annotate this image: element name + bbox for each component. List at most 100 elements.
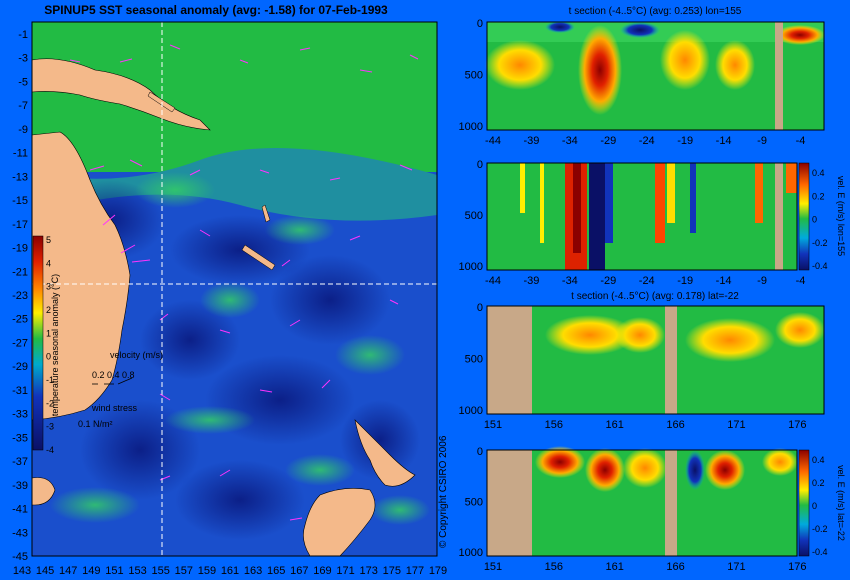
tasmania-land (32, 477, 56, 506)
panel-x-tick: 166 (666, 561, 684, 573)
panel-y-tick: 0 (477, 18, 483, 30)
vanuatu-land (261, 204, 271, 223)
map-colorbar-ticks: 5 4 3 2 1 0 -1 -2 -3 -4 (46, 235, 54, 455)
panel2-y-ticks: 0 500 1000 (459, 159, 483, 273)
panel-x-tick: -34 (562, 275, 578, 287)
panel-x-tick: 151 (484, 419, 502, 431)
lat-tick-label: -15 (12, 195, 28, 207)
map-colorbar-tick: 1 (46, 328, 51, 338)
lon-tick-label: 161 (221, 565, 239, 577)
lat-tick-label: -29 (12, 361, 28, 373)
lat-tick-label: -23 (12, 290, 28, 302)
panel3-x-ticks: 151 156 161 166 171 176 (484, 419, 807, 431)
panel4-colorbar-label: vel. E (m/s) lat=-22 (836, 465, 846, 541)
lat-tick-label: -7 (18, 100, 28, 112)
panel4-land-mid (665, 450, 677, 556)
panel-colorbar-tick: 0.2 (812, 191, 825, 201)
panel4-land-west (487, 450, 532, 556)
lat-tick-label: -33 (12, 409, 28, 421)
panel-x-tick: 176 (788, 419, 806, 431)
panel4-plot (486, 446, 810, 557)
lon-tick-label: 159 (198, 565, 216, 577)
panel-x-tick: -4 (796, 275, 806, 287)
section-panels: t section (-4..5°C) (avg: 0.253) lon=155… (459, 6, 846, 573)
panel-x-tick: -34 (562, 135, 578, 147)
panel-x-tick: -39 (523, 275, 539, 287)
lon-tick-label: 151 (105, 565, 123, 577)
panel-x-tick: -39 (523, 135, 539, 147)
panel-colorbar-tick: 0.4 (812, 168, 825, 178)
lat-tick-label: -1 (18, 29, 28, 41)
panel-x-tick: 171 (727, 561, 745, 573)
panel3-title: t section (-4..5°C) (avg: 0.178) lat=-22 (571, 291, 739, 302)
panel-x-tick: 156 (545, 561, 563, 573)
panel-x-tick: -4 (796, 135, 806, 147)
panel4-x-ticks: 151 156 161 166 171 176 (484, 561, 807, 573)
panel-y-tick: 1000 (459, 547, 483, 559)
map-colorbar-tick: 3 (46, 282, 51, 292)
panel2-colorbar-label: vel. E (m/s) lon=155 (836, 176, 846, 256)
panel-colorbar-tick: 0.2 (812, 478, 825, 488)
map-colorbar-tick: -2 (46, 398, 54, 408)
new-zealand-north-land (354, 419, 416, 487)
lon-tick-label: 179 (429, 565, 447, 577)
panel-x-tick: -29 (600, 135, 616, 147)
panel-x-tick: -24 (639, 275, 655, 287)
panel-y-tick: 1000 (459, 261, 483, 273)
lat-tick-label: -5 (18, 76, 28, 88)
panel-y-tick: 500 (465, 210, 483, 222)
map-colorbar (32, 235, 44, 451)
panel-y-tick: 0 (477, 159, 483, 171)
panel2-x-ticks: -44 -39 -34 -29 -24 -19 -14 -9 -4 (485, 275, 805, 287)
lat-tick-label: -31 (12, 385, 28, 397)
map-lat-ticks: -1 -3 -5 -7 -9 -11 -13 -15 -17 -19 -21 -23 -25 -27 -29… (12, 29, 28, 563)
panel-x-tick: 151 (484, 561, 502, 573)
lat-tick-label: -21 (12, 266, 28, 278)
panel3-plot (486, 305, 825, 415)
panel-x-tick: -9 (757, 135, 767, 147)
lon-tick-label: 145 (36, 565, 54, 577)
panel1-plot (485, 21, 825, 131)
panel-y-tick: 500 (465, 353, 483, 365)
map-colorbar-tick: 0 (46, 352, 51, 362)
map-colorbar-tick: 4 (46, 258, 51, 268)
lon-tick-label: 147 (59, 565, 77, 577)
map-colorbar-tick: -3 (46, 422, 54, 432)
panel4-colorbar (798, 449, 810, 557)
lon-tick-label: 177 (406, 565, 424, 577)
panel1-land (775, 22, 783, 130)
panel2-land (775, 163, 783, 270)
panel-x-tick: -19 (677, 135, 693, 147)
lat-tick-label: -17 (12, 219, 28, 231)
new-guinea-land (32, 58, 211, 131)
australia-land (32, 131, 131, 421)
map-colorbar-tick: 5 (46, 235, 51, 245)
lat-tick-label: -19 (12, 243, 28, 255)
lon-tick-label: 167 (290, 565, 308, 577)
lon-tick-label: 175 (383, 565, 401, 577)
panel-x-tick: 166 (666, 419, 684, 431)
panel-x-tick: -14 (716, 275, 732, 287)
map-colorbar-tick: 2 (46, 305, 51, 315)
panel-y-tick: 1000 (459, 121, 483, 133)
lat-tick-label: -37 (12, 456, 28, 468)
map-colorbar-tick: -1 (46, 375, 54, 385)
panel3-land-mid (665, 306, 677, 414)
lat-tick-label: -25 (12, 314, 28, 326)
panel-x-tick: 176 (788, 561, 806, 573)
lat-tick-label: -45 (12, 551, 28, 563)
panel-colorbar-tick: 0 (812, 501, 817, 511)
panel-x-tick: -24 (639, 135, 655, 147)
lat-tick-label: -11 (13, 148, 28, 160)
copyright-notice: © Copyright CSIRO 2006 (438, 435, 449, 548)
lat-tick-label: -39 (12, 480, 28, 492)
panel-y-tick: 500 (465, 496, 483, 508)
panel-colorbar-tick: 0.4 (812, 455, 825, 465)
velocity-legend-label: velocity (m/s) (110, 350, 163, 360)
wind-legend-scale: 0.1 N/m² (78, 419, 113, 429)
velocity-legend-arrows (92, 377, 133, 385)
panel-colorbar-tick: -0.2 (812, 238, 828, 248)
lat-tick-label: -13 (12, 171, 28, 183)
lon-tick-label: 173 (359, 565, 377, 577)
